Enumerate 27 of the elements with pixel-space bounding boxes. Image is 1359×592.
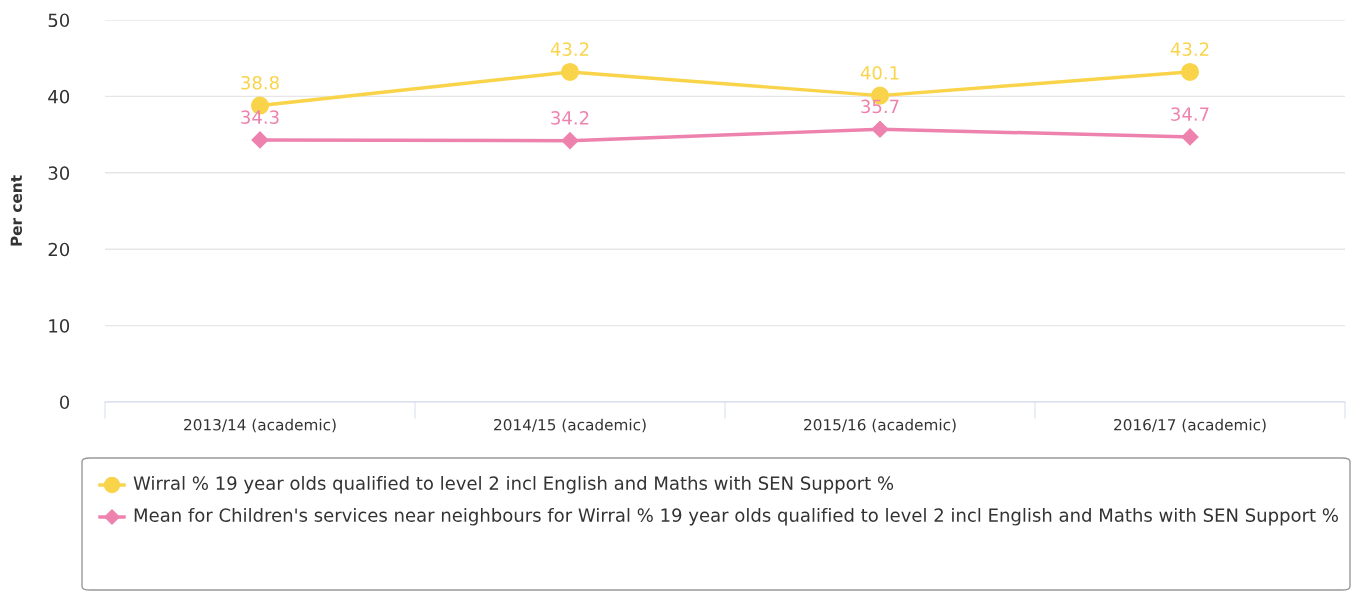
x-tick-label: 2015/16 (academic): [804, 418, 956, 433]
x-tick-label: 2016/17 (academic): [1114, 418, 1266, 433]
y-tick-label: 50: [48, 13, 70, 28]
data-label: 34.2: [551, 111, 589, 125]
y-tick-label: 10: [49, 319, 70, 333]
y-tick-label: 30: [48, 166, 70, 180]
y-tick-label: 20: [48, 242, 70, 257]
data-label: 34.7: [1171, 107, 1209, 121]
point: [561, 132, 579, 150]
point: [251, 131, 269, 149]
data-label: 43.2: [1170, 42, 1209, 56]
y-tick-label: 0: [59, 395, 70, 410]
x-tick-label: 2014/15 (academic): [494, 418, 646, 433]
legend-label: Mean for Children's services near neighbours for Wirral % 19 year olds qualified to level 2 incl English and Maths with SEN Support %: [134, 508, 1338, 526]
data-label: 40.1: [860, 65, 899, 80]
point: [560, 62, 580, 81]
data-label: 43.2: [550, 42, 589, 56]
legend-label: Wirral % 19 year olds qualified to level 2 incl English and Maths with SEN Support %: [133, 476, 894, 494]
point: [871, 120, 889, 138]
point: [1180, 62, 1200, 81]
y-axis-title: Per cent: [10, 175, 23, 246]
data-label: 34.3: [241, 110, 279, 124]
data-label: 38.8: [241, 75, 279, 90]
data-label: 35.7: [861, 99, 899, 114]
x-tick-label: 2013/14 (academic): [184, 418, 336, 433]
y-tick-label: 40: [48, 89, 70, 104]
point: [1181, 128, 1199, 146]
